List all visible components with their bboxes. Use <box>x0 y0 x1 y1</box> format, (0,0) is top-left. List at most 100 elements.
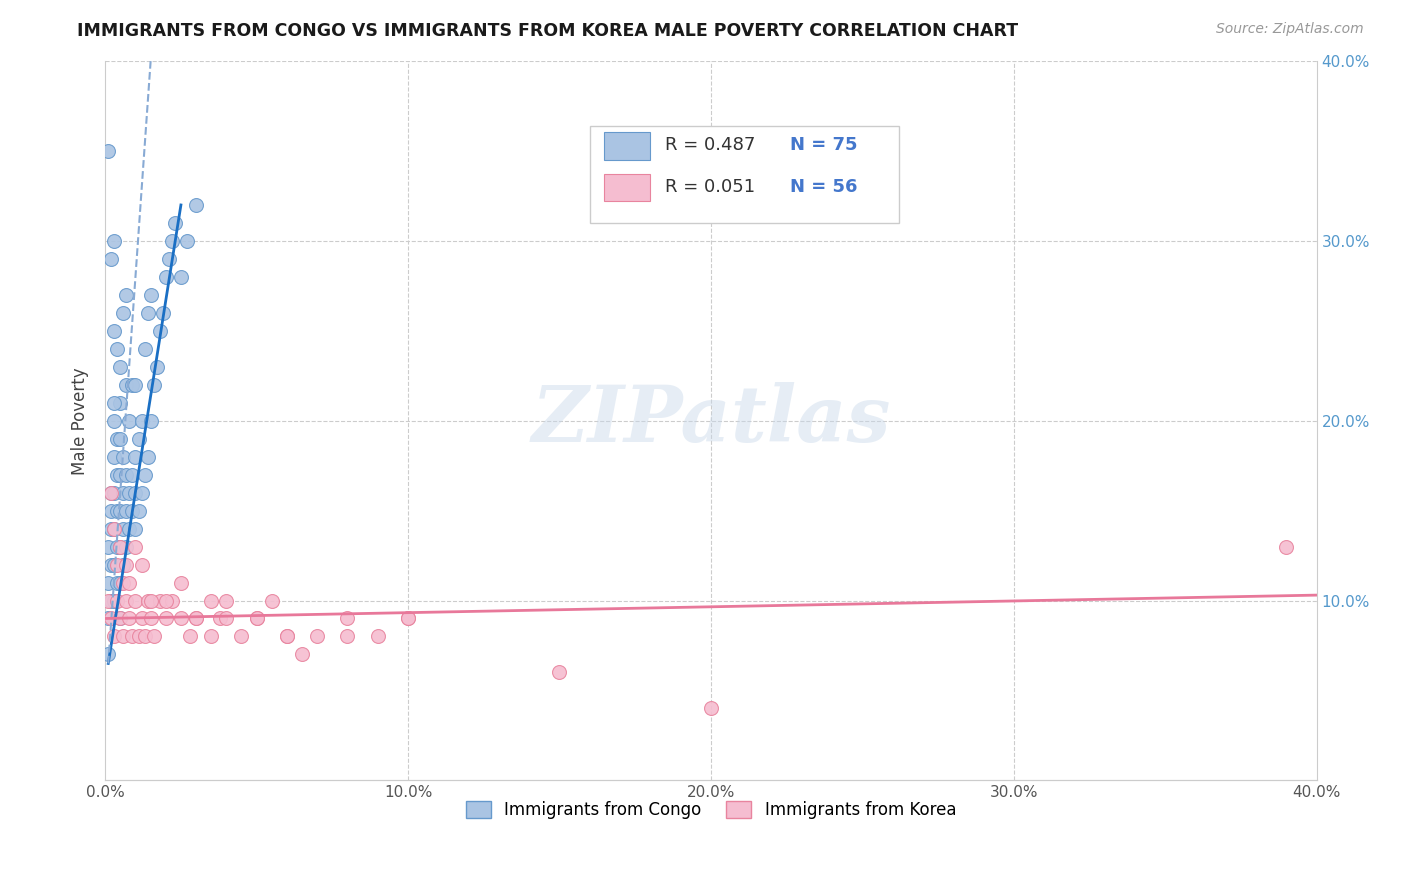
Text: ZIPatlas: ZIPatlas <box>531 383 890 459</box>
Point <box>139 611 162 625</box>
Point <box>170 269 193 284</box>
Point <box>276 630 298 644</box>
Point <box>100 611 122 625</box>
Legend: Immigrants from Congo, Immigrants from Korea: Immigrants from Congo, Immigrants from K… <box>458 795 963 826</box>
Point <box>149 324 172 338</box>
Point <box>124 450 146 464</box>
Point <box>131 611 153 625</box>
Point <box>112 485 135 500</box>
Point <box>110 503 132 517</box>
Point <box>110 611 132 625</box>
Point <box>152 306 174 320</box>
Point <box>115 503 138 517</box>
Point <box>118 611 141 625</box>
Point <box>103 324 125 338</box>
Point <box>155 611 177 625</box>
Text: R = 0.051: R = 0.051 <box>665 178 755 196</box>
Point <box>396 611 419 625</box>
Point <box>700 701 723 715</box>
Text: N = 56: N = 56 <box>790 178 858 196</box>
Point <box>100 485 122 500</box>
Point <box>112 558 135 572</box>
Point <box>112 522 135 536</box>
Point <box>124 485 146 500</box>
Point <box>136 593 159 607</box>
Point <box>131 414 153 428</box>
Point <box>103 593 125 607</box>
Point <box>215 611 238 625</box>
Point <box>112 575 135 590</box>
Point <box>115 540 138 554</box>
Text: IMMIGRANTS FROM CONGO VS IMMIGRANTS FROM KOREA MALE POVERTY CORRELATION CHART: IMMIGRANTS FROM CONGO VS IMMIGRANTS FROM… <box>77 22 1018 40</box>
Point <box>103 414 125 428</box>
Point <box>128 630 150 644</box>
Point <box>209 611 232 625</box>
Point <box>121 503 143 517</box>
Point <box>163 216 186 230</box>
Point <box>110 540 132 554</box>
Point <box>139 593 162 607</box>
Point <box>103 485 125 500</box>
Point <box>367 630 389 644</box>
Point <box>105 342 128 356</box>
Point <box>110 611 132 625</box>
Point <box>97 144 120 158</box>
Point <box>118 485 141 500</box>
Text: N = 75: N = 75 <box>790 136 858 154</box>
Point <box>157 252 180 266</box>
Point <box>105 432 128 446</box>
Point <box>160 593 183 607</box>
Point <box>124 540 146 554</box>
Point <box>103 234 125 248</box>
Point <box>100 485 122 500</box>
Point <box>336 611 359 625</box>
Point <box>112 450 135 464</box>
Point <box>142 630 165 644</box>
Point <box>97 593 120 607</box>
Point <box>548 665 571 680</box>
Point <box>246 611 269 625</box>
Point <box>100 558 122 572</box>
Point <box>103 558 125 572</box>
Point <box>100 593 122 607</box>
Point <box>115 377 138 392</box>
Point <box>149 593 172 607</box>
Point <box>124 593 146 607</box>
Point <box>105 575 128 590</box>
Point <box>105 593 128 607</box>
Point <box>103 450 125 464</box>
Point <box>115 558 138 572</box>
Point <box>291 648 314 662</box>
Point <box>124 377 146 392</box>
Point <box>260 593 283 607</box>
Point <box>118 575 141 590</box>
Point <box>105 467 128 482</box>
Point <box>115 288 138 302</box>
Point <box>136 306 159 320</box>
Point <box>231 630 253 644</box>
Point <box>136 450 159 464</box>
Point <box>134 342 156 356</box>
Text: Source: ZipAtlas.com: Source: ZipAtlas.com <box>1216 22 1364 37</box>
FancyBboxPatch shape <box>605 132 651 160</box>
Point <box>134 630 156 644</box>
Point <box>110 432 132 446</box>
Point <box>1275 540 1298 554</box>
Point <box>307 630 329 644</box>
Point <box>145 359 167 374</box>
Y-axis label: Male Poverty: Male Poverty <box>72 367 89 475</box>
Point <box>121 630 143 644</box>
Point <box>110 467 132 482</box>
Point <box>155 269 177 284</box>
Point <box>97 611 120 625</box>
FancyBboxPatch shape <box>605 174 651 202</box>
Point <box>103 630 125 644</box>
Point <box>112 306 135 320</box>
Point <box>139 414 162 428</box>
Point <box>179 630 201 644</box>
Point <box>97 540 120 554</box>
Point <box>105 540 128 554</box>
Point <box>200 593 222 607</box>
Point <box>124 522 146 536</box>
Point <box>128 432 150 446</box>
